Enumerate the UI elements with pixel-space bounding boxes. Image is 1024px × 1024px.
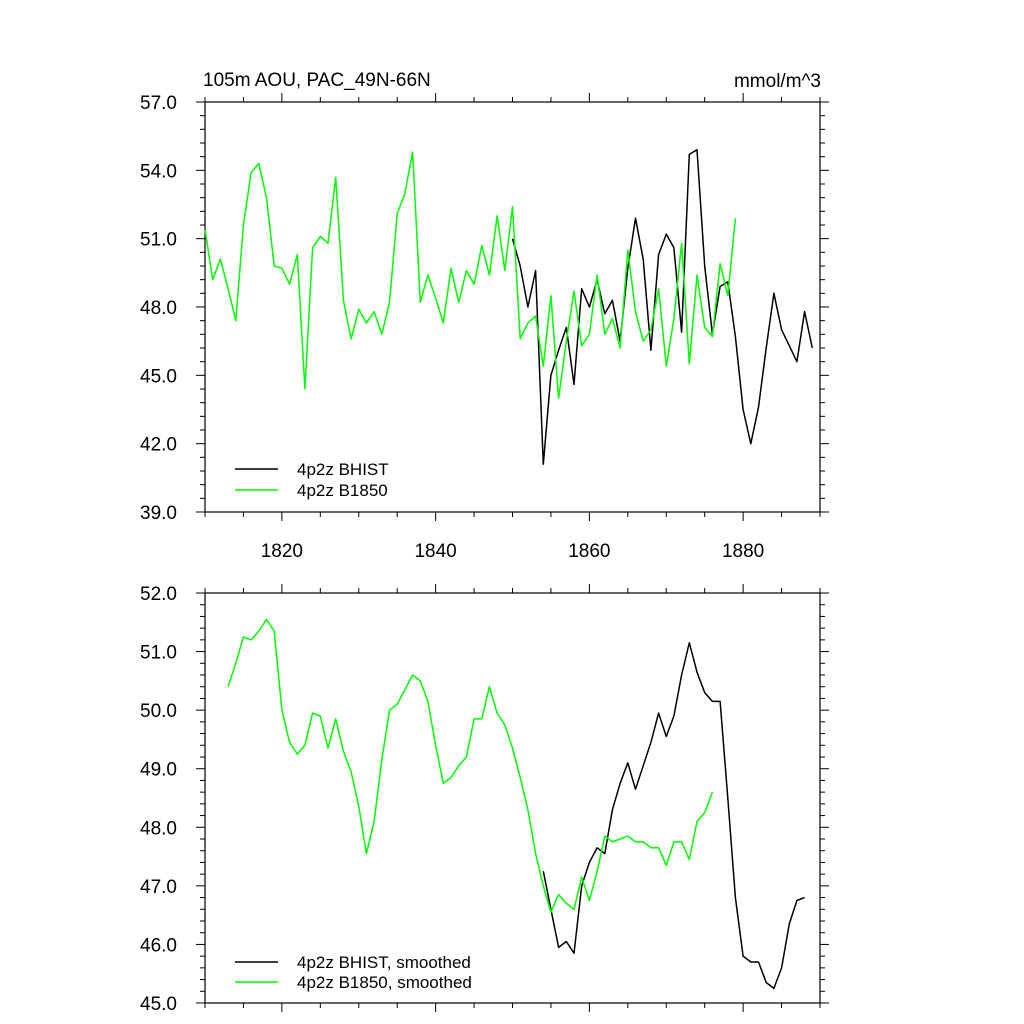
top-axes: 1820 1840 1860 1880 39.0 42.0 45.0 48.0 51.0 54.0… — [140, 93, 829, 562]
top-series-line-b1850 — [204, 151, 737, 399]
top-series-lines — [204, 149, 814, 465]
y-tick-label: 50.0 — [140, 701, 177, 722]
y-tick-label: 46.0 — [140, 935, 177, 956]
y-tick-label: 47.0 — [140, 877, 177, 898]
y-tick-label: 51.0 — [140, 643, 177, 664]
top-legend: 4p2z BHIST 4p2z B1850 — [235, 460, 389, 500]
y-tick-label: 39.0 — [140, 503, 177, 524]
bottom-panel: 45.0 46.0 47.0 48.0 49.0 50.0 51.0 52.0 4p2z BH… — [140, 584, 829, 1015]
y-tick-label: 57.0 — [140, 93, 177, 114]
top-series-line-bhist — [511, 149, 814, 465]
bottom-legend: 4p2z BHIST, smoothed 4p2z B1850, smoothe… — [235, 953, 472, 992]
top-chart-title: 105m AOU, PAC_49N-66N — [203, 70, 431, 91]
top-panel: 105m AOU, PAC_49N-66N mmol/m^3 1820 1840 1… — [140, 70, 829, 562]
legend-label-b1850: 4p2z B1850 — [297, 481, 388, 500]
y-tick-label: 54.0 — [140, 161, 177, 182]
bottom-axes: 45.0 46.0 47.0 48.0 49.0 50.0 51.0 52.0 — [140, 584, 829, 1015]
y-tick-label: 51.0 — [140, 230, 177, 251]
y-tick-label: 45.0 — [140, 994, 177, 1015]
bottom-series-line-bhist — [542, 642, 805, 990]
legend-label-bhist: 4p2z BHIST — [297, 460, 389, 479]
y-tick-label: 45.0 — [140, 366, 177, 387]
x-tick-label: 1840 — [414, 541, 456, 562]
y-tick-label: 48.0 — [140, 818, 177, 839]
x-tick-label: 1880 — [722, 541, 764, 562]
top-plot-frame — [204, 101, 821, 513]
y-tick-label: 49.0 — [140, 760, 177, 781]
legend-label-bhist-smoothed: 4p2z BHIST, smoothed — [297, 953, 471, 972]
bottom-series-line-b1850 — [227, 618, 714, 913]
y-tick-label: 52.0 — [140, 584, 177, 605]
top-chart-units: mmol/m^3 — [734, 71, 821, 92]
bottom-series-lines — [227, 618, 805, 990]
y-tick-label: 48.0 — [140, 298, 177, 319]
x-tick-label: 1820 — [261, 541, 303, 562]
x-tick-label: 1860 — [568, 541, 610, 562]
legend-label-b1850-smoothed: 4p2z B1850, smoothed — [297, 973, 472, 992]
y-tick-label: 42.0 — [140, 435, 177, 456]
